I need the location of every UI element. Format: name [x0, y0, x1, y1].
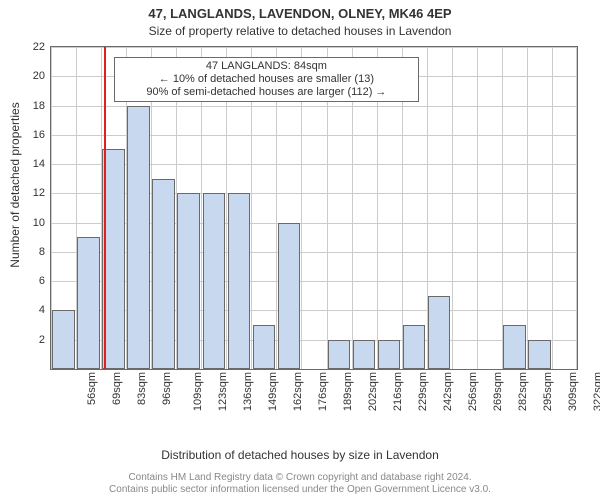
histogram-bar [353, 340, 376, 369]
x-tick-label: 216sqm [392, 372, 404, 411]
x-tick-label: 242sqm [442, 372, 454, 411]
y-axis-label: Number of detached properties [8, 0, 22, 395]
annotation-line1: 47 LANGLANDS: 84sqm [119, 60, 414, 73]
page-title-subtitle: Size of property relative to detached ho… [0, 24, 600, 38]
y-tick-label: 16 [33, 129, 45, 141]
histogram-bar [253, 325, 276, 369]
copyright-line1: Contains HM Land Registry data © Crown c… [0, 472, 600, 484]
x-tick-label: 176sqm [317, 372, 329, 411]
histogram-bar [428, 296, 451, 369]
plot-area: 246810121416182022 47 LANGLANDS: 84sqm ←… [50, 46, 578, 370]
annotation-box: 47 LANGLANDS: 84sqm ← 10% of detached ho… [114, 57, 419, 102]
x-tick-label: 83sqm [136, 372, 148, 405]
x-axis-label: Distribution of detached houses by size … [0, 448, 600, 462]
x-tick-label: 269sqm [492, 372, 504, 411]
y-tick-label: 4 [39, 304, 45, 316]
x-tick-label: 162sqm [292, 372, 304, 411]
histogram-bar [127, 106, 150, 369]
x-tick-label: 149sqm [267, 372, 279, 411]
histogram-bar [328, 340, 351, 369]
x-tick-label: 109sqm [192, 372, 204, 411]
annotation-line2: ← 10% of detached houses are smaller (13… [119, 73, 414, 86]
x-ticks: 56sqm 69sqm 83sqm 96sqm 109sqm 123sqm 136sqm 14… [50, 372, 578, 430]
histogram-bar [228, 193, 251, 369]
x-tick-label: 69sqm [111, 372, 123, 405]
copyright-text: Contains HM Land Registry data © Crown c… [0, 472, 600, 496]
x-tick-label: 202sqm [367, 372, 379, 411]
x-tick-label: 189sqm [342, 372, 354, 411]
histogram-bar [52, 310, 75, 369]
x-tick-label: 256sqm [467, 372, 479, 411]
histogram-bar [203, 193, 226, 369]
histogram-bar [152, 179, 175, 369]
histogram-bar [77, 237, 100, 369]
x-tick-label: 123sqm [217, 372, 229, 411]
x-tick-label: 229sqm [417, 372, 429, 411]
histogram-bar [177, 193, 200, 369]
y-tick-label: 6 [39, 275, 45, 287]
x-tick-label: 282sqm [517, 372, 529, 411]
histogram-bar [503, 325, 526, 369]
copyright-line2: Contains public sector information licen… [0, 484, 600, 496]
x-tick-label: 136sqm [242, 372, 254, 411]
histogram-bar [102, 149, 125, 369]
x-tick-label: 322sqm [593, 372, 600, 411]
y-tick-label: 18 [33, 100, 45, 112]
histogram-bar [278, 223, 301, 369]
y-tick-label: 8 [39, 246, 45, 258]
x-tick-label: 56sqm [86, 372, 98, 405]
y-tick-label: 12 [33, 187, 45, 199]
x-tick-label: 295sqm [543, 372, 555, 411]
annotation-line3: 90% of semi-detached houses are larger (… [119, 86, 414, 99]
x-tick-label: 96sqm [161, 372, 173, 405]
y-tick-label: 14 [33, 158, 45, 170]
y-tick-label: 22 [33, 41, 45, 53]
histogram-bar [528, 340, 551, 369]
y-tick-label: 10 [33, 217, 45, 229]
subject-marker-line [104, 47, 106, 369]
y-tick-label: 20 [33, 70, 45, 82]
histogram-bar [378, 340, 401, 369]
page-title-address: 47, LANGLANDS, LAVENDON, OLNEY, MK46 4EP [0, 6, 600, 21]
chart-container: 47, LANGLANDS, LAVENDON, OLNEY, MK46 4EP… [0, 0, 600, 500]
y-tick-label: 2 [39, 334, 45, 346]
histogram-bar [403, 325, 426, 369]
x-tick-label: 309sqm [568, 372, 580, 411]
